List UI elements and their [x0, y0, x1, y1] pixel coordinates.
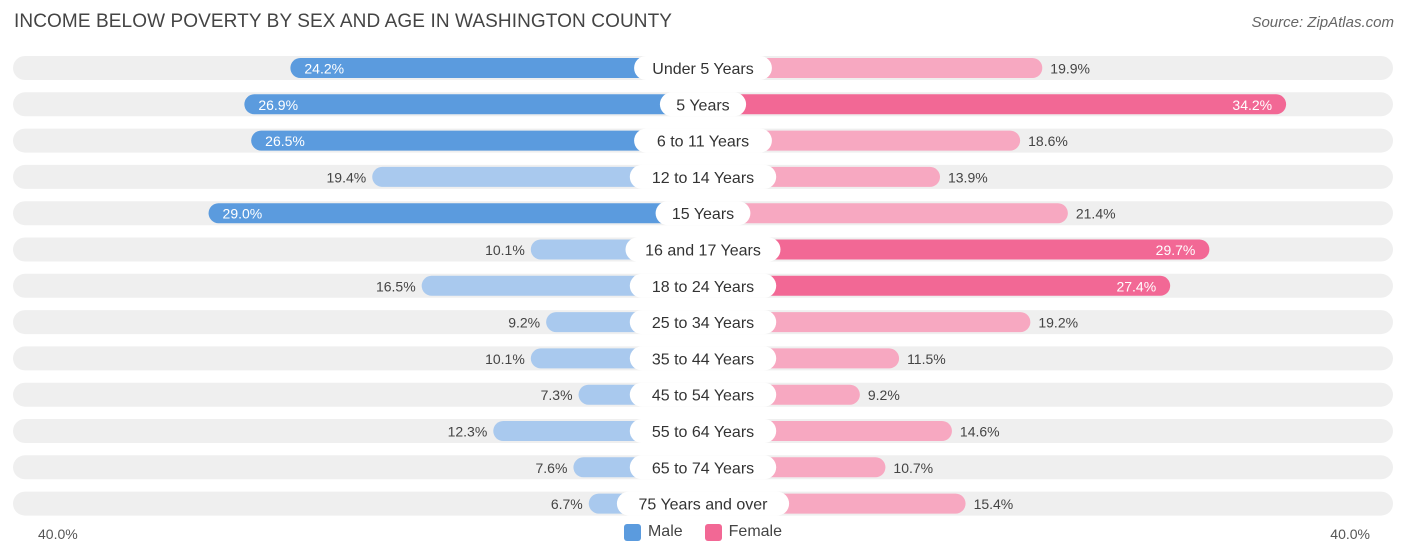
- chart-row[interactable]: 12.3% 14.6% 55 to 64 Years: [13, 419, 1393, 443]
- legend: Male Female: [0, 523, 1406, 541]
- male-bar: [251, 130, 704, 151]
- chart-row[interactable]: 10.1% 11.5% 35 to 44 Years: [13, 346, 1393, 371]
- category-label: 15 Years: [672, 206, 734, 223]
- category-label: 18 to 24 Years: [652, 279, 754, 296]
- female-value-label: 34.2%: [1232, 97, 1272, 113]
- female-value-label: 18.6%: [1028, 133, 1068, 149]
- legend-label-male: Male: [647, 523, 683, 540]
- chart-row[interactable]: 7.3% 9.2% 45 to 54 Years: [13, 382, 1393, 407]
- female-bar: [703, 275, 1171, 296]
- male-bar: [290, 58, 703, 78]
- female-value-label: 11.5%: [907, 351, 946, 367]
- male-value-label: 10.1%: [485, 351, 525, 367]
- female-value-label: 19.2%: [1038, 315, 1078, 331]
- male-value-label: 9.2%: [508, 315, 540, 331]
- female-value-label: 10.7%: [893, 460, 933, 476]
- female-bar: [703, 130, 1021, 151]
- female-value-label: 15.4%: [974, 496, 1014, 512]
- male-value-label: 16.5%: [376, 278, 416, 294]
- female-value-label: 14.6%: [960, 424, 1000, 440]
- chart-row[interactable]: 26.9% 34.2% 5 Years: [13, 92, 1393, 117]
- male-bar: [244, 94, 704, 115]
- male-value-label: 26.9%: [258, 97, 298, 113]
- category-pill: [629, 310, 777, 335]
- legend-item-male[interactable]: Male: [623, 523, 683, 541]
- category-label: 25 to 34 Years: [652, 315, 754, 332]
- category-pill: [629, 455, 777, 480]
- female-value-label: 13.9%: [948, 169, 988, 185]
- male-value-label: 29.0%: [223, 206, 263, 222]
- female-value-label: 21.4%: [1076, 206, 1116, 222]
- legend-swatch-female: [704, 523, 722, 541]
- category-label: 55 to 64 Years: [652, 424, 754, 441]
- category-pill: [629, 346, 777, 371]
- category-label: 65 to 74 Years: [652, 460, 754, 477]
- category-pill: [616, 491, 790, 516]
- chart-row[interactable]: 19.4% 13.9% 12 to 14 Years: [13, 164, 1393, 189]
- chart-row[interactable]: 24.2% 19.9% Under 5 Years: [13, 56, 1393, 80]
- male-bar: [208, 203, 704, 224]
- female-bar: [703, 203, 1068, 224]
- female-bar: [703, 239, 1210, 260]
- category-pill: [629, 164, 777, 189]
- legend-swatch-male: [623, 523, 641, 541]
- category-label: Under 5 Years: [652, 61, 753, 78]
- chart-row[interactable]: 16.5% 27.4% 18 to 24 Years: [13, 273, 1393, 298]
- female-value-label: 9.2%: [868, 387, 900, 403]
- category-pill: [629, 419, 777, 443]
- category-pill: [634, 56, 772, 80]
- diverging-bar-chart: 24.2% 19.9% Under 5 Years 26.9% 34.2% 5 Years…: [13, 56, 1393, 516]
- category-label: 12 to 14 Years: [652, 170, 754, 187]
- male-value-label: 12.3%: [448, 424, 488, 440]
- axis-label-right: 40.0%: [1330, 526, 1370, 542]
- male-value-label: 10.1%: [485, 242, 525, 258]
- male-value-label: 7.6%: [535, 460, 567, 476]
- category-label: 6 to 11 Years: [657, 134, 749, 151]
- chart-row[interactable]: 26.5% 18.6% 6 to 11 Years: [13, 128, 1393, 153]
- legend-item-female[interactable]: Female: [704, 523, 783, 541]
- category-pill: [629, 273, 777, 298]
- male-value-label: 26.5%: [265, 133, 305, 149]
- chart-row[interactable]: 6.7% 15.4% 75 Years and over: [13, 491, 1393, 516]
- category-label: 45 to 54 Years: [652, 388, 754, 405]
- female-value-label: 19.9%: [1050, 61, 1090, 77]
- female-value-label: 29.7%: [1156, 242, 1196, 258]
- male-value-label: 6.7%: [551, 496, 583, 512]
- male-value-label: 24.2%: [304, 61, 344, 77]
- category-label: 75 Years and over: [639, 497, 769, 514]
- chart-row[interactable]: 29.0% 21.4% 15 Years: [13, 201, 1393, 226]
- category-pill: [655, 201, 751, 226]
- female-bar: [703, 94, 1287, 115]
- category-pill: [634, 128, 772, 153]
- male-value-label: 7.3%: [541, 387, 573, 403]
- axis-label-left: 40.0%: [38, 526, 78, 542]
- category-label: 16 and 17 Years: [645, 243, 761, 260]
- category-label: 5 Years: [676, 97, 729, 114]
- female-bar: [703, 312, 1031, 333]
- category-pill: [629, 382, 777, 407]
- chart-row[interactable]: 10.1% 29.7% 16 and 17 Years: [13, 237, 1393, 262]
- chart-row[interactable]: 9.2% 19.2% 25 to 34 Years: [13, 310, 1393, 335]
- female-value-label: 27.4%: [1116, 278, 1156, 294]
- chart-row[interactable]: 7.6% 10.7% 65 to 74 Years: [13, 455, 1393, 480]
- chart-title: INCOME BELOW POVERTY BY SEX AND AGE IN W…: [14, 11, 673, 32]
- female-bar: [703, 58, 1043, 78]
- male-value-label: 19.4%: [327, 169, 367, 185]
- legend-label-female: Female: [728, 523, 783, 540]
- source-note: Source: ZipAtlas.com: [1251, 14, 1394, 31]
- category-label: 35 to 44 Years: [652, 351, 754, 368]
- male-bar: [372, 166, 703, 187]
- category-pill: [659, 92, 747, 117]
- category-pill: [625, 237, 781, 262]
